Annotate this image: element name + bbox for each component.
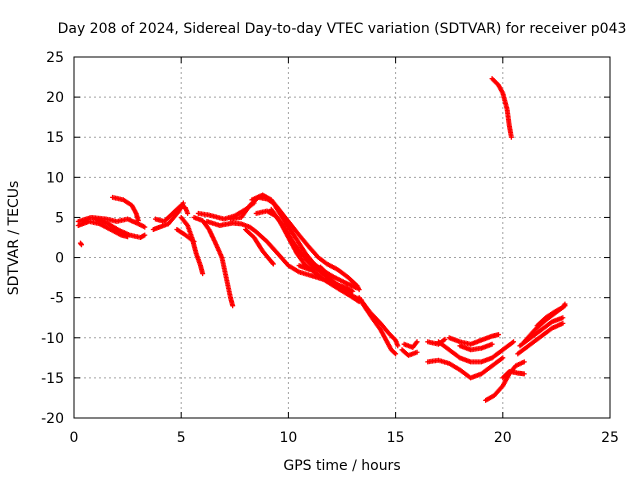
data-point [324, 271, 330, 277]
series-arc-29 [500, 368, 527, 381]
data-point [180, 200, 186, 206]
y-tick-label: 15 [46, 130, 64, 146]
x-tick-label: 5 [177, 430, 186, 446]
x-tick-label: 25 [601, 430, 619, 446]
series-arc-26 [446, 332, 502, 347]
y-tick-label: 0 [55, 251, 64, 267]
data-point [356, 287, 362, 293]
plot-frame [73, 56, 611, 419]
chart-title: Day 208 of 2024, Sidereal Day-to-day VTE… [58, 21, 627, 37]
series-arc-34 [489, 76, 514, 140]
y-axis-label: SDTVAR / TECUs [6, 181, 22, 296]
data-point [230, 303, 236, 309]
y-tick-label: -10 [41, 331, 64, 347]
data-point [521, 371, 527, 377]
y-tick-label: -15 [41, 371, 64, 387]
data-point [560, 315, 566, 321]
data-point [560, 320, 566, 326]
x-tick-label: 15 [387, 430, 405, 446]
data-point [508, 134, 514, 140]
data-point [393, 351, 399, 357]
grid [74, 57, 610, 418]
series-arc-4 [92, 216, 148, 240]
data-point [142, 224, 148, 230]
data-point [395, 343, 401, 349]
data-point [200, 271, 206, 277]
x-axis-ticks: 0 5 10 15 20 25 [70, 57, 619, 446]
x-tick-label: 10 [279, 430, 297, 446]
series-arc-14 [249, 192, 362, 293]
data-point [185, 210, 191, 216]
data-point [79, 242, 85, 248]
data-point [142, 232, 148, 238]
data-point [414, 339, 420, 345]
data-point [442, 336, 448, 342]
series-arc-18 [296, 263, 330, 277]
y-axis-ticks: -20 -15 -10 -5 0 5 10 15 20 25 [41, 50, 610, 427]
series-arc-5 [110, 194, 141, 224]
y-tick-label: -20 [41, 411, 64, 427]
series-arc-20 [358, 299, 399, 357]
x-axis-label: GPS time / hours [283, 458, 400, 474]
series-arc-24 [425, 355, 506, 381]
data-point [511, 339, 517, 345]
series-arc-16 [243, 226, 276, 267]
series-arc-28 [483, 359, 527, 403]
series-arc-27 [457, 341, 495, 353]
data-point [500, 355, 506, 361]
series-arc-25 [435, 339, 517, 365]
series-arc-7 [150, 200, 186, 232]
y-tick-label: 10 [46, 170, 64, 186]
y-tick-label: 25 [46, 50, 64, 66]
series-arc-22 [401, 339, 420, 350]
data-point [489, 341, 495, 347]
data-point [135, 218, 141, 224]
series-arc-33 [534, 301, 568, 329]
data-point [562, 301, 568, 307]
x-tick-label: 20 [494, 430, 512, 446]
data-marks [75, 76, 568, 403]
series-arc-21 [399, 347, 420, 358]
data-point [521, 359, 527, 365]
y-tick-label: 20 [46, 90, 64, 106]
series-arc-3 [77, 240, 85, 248]
data-point [270, 261, 276, 267]
series-arc-10 [191, 214, 236, 309]
series-arc-9 [174, 226, 197, 245]
data-point [414, 349, 420, 355]
data-point [270, 260, 276, 266]
y-tick-label: -5 [50, 291, 64, 307]
data-point [191, 239, 197, 245]
data-point [496, 332, 502, 338]
data-point [350, 288, 356, 294]
series-arc-1 [75, 214, 148, 230]
series-arc-30 [517, 315, 566, 349]
series-arc-8 [178, 214, 206, 277]
series-arc-31 [515, 320, 566, 357]
y-tick-label: 5 [55, 210, 64, 226]
x-tick-label: 0 [70, 430, 79, 446]
